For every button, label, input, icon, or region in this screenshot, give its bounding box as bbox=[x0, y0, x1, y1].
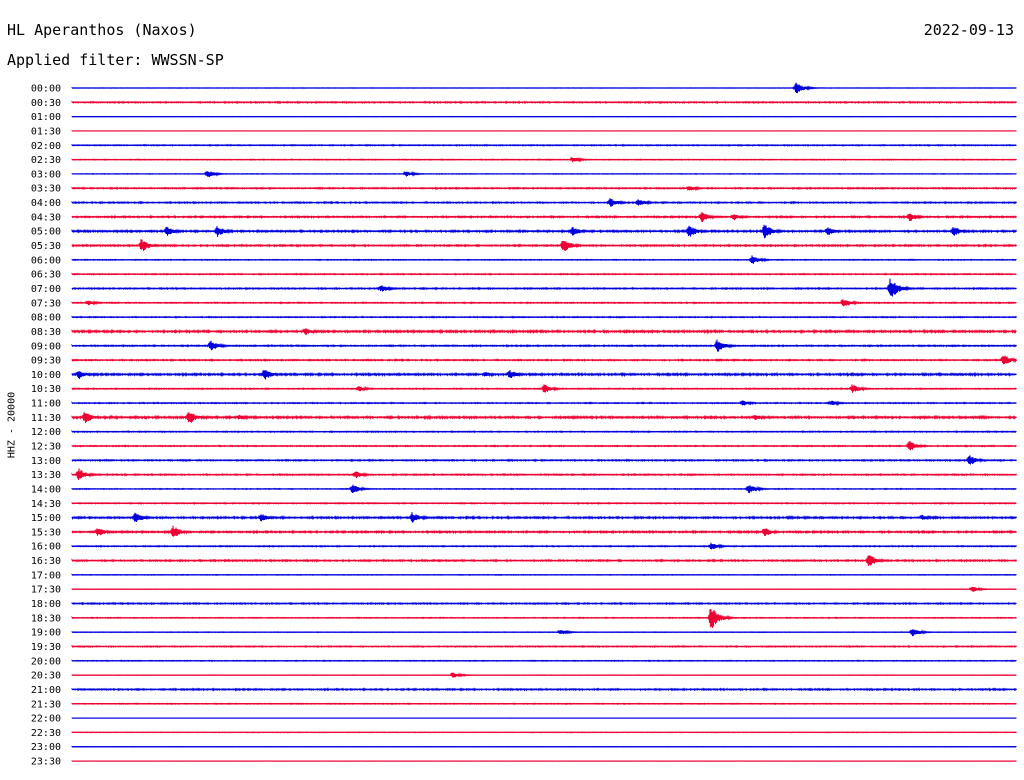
row-time-label: 04:00 bbox=[31, 198, 61, 209]
row-time-label: 05:00 bbox=[31, 227, 61, 238]
row-time-label: 13:00 bbox=[31, 456, 61, 467]
row-time-label: 06:00 bbox=[31, 255, 61, 266]
row-time-label: 21:00 bbox=[31, 685, 61, 696]
row-time-label: 19:30 bbox=[31, 642, 61, 653]
row-time-label: 22:30 bbox=[31, 728, 61, 739]
row-time-label: 03:00 bbox=[31, 169, 61, 180]
seismic-trace bbox=[71, 525, 1017, 537]
row-time-label: 20:00 bbox=[31, 656, 61, 667]
row-time-label: 23:30 bbox=[31, 757, 61, 768]
row-time-label: 00:30 bbox=[31, 98, 61, 109]
row-time-label: 10:00 bbox=[31, 370, 61, 381]
seismic-trace bbox=[71, 278, 1017, 297]
row-time-label: 11:00 bbox=[31, 399, 61, 410]
row-time-label: 09:00 bbox=[31, 341, 61, 352]
row-time-label: 07:00 bbox=[31, 284, 61, 295]
row-time-label: 06:30 bbox=[31, 270, 61, 281]
filter-label: Applied filter: WWSSN-SP bbox=[7, 51, 224, 69]
row-time-label: 15:00 bbox=[31, 513, 61, 524]
row-time-label: 00:00 bbox=[31, 84, 61, 95]
row-time-label: 12:00 bbox=[31, 427, 61, 438]
row-time-label: 17:00 bbox=[31, 570, 61, 581]
row-time-label: 05:30 bbox=[31, 241, 61, 252]
row-time-label: 04:30 bbox=[31, 212, 61, 223]
row-time-label: 19:00 bbox=[31, 628, 61, 639]
row-time-label: 03:30 bbox=[31, 184, 61, 195]
row-time-label: 08:30 bbox=[31, 327, 61, 338]
row-time-label: 16:00 bbox=[31, 542, 61, 553]
row-time-label: 23:00 bbox=[31, 742, 61, 753]
row-time-label: 08:00 bbox=[31, 313, 61, 324]
row-time-label: 22:00 bbox=[31, 714, 61, 725]
row-time-label: 14:30 bbox=[31, 499, 61, 510]
row-time-label: 20:30 bbox=[31, 671, 61, 682]
row-time-label: 07:30 bbox=[31, 298, 61, 309]
row-time-label: 17:30 bbox=[31, 585, 61, 596]
date-label: 2022-09-13 bbox=[923, 21, 1014, 39]
row-time-label: 01:00 bbox=[31, 112, 61, 123]
row-time-label: 21:30 bbox=[31, 699, 61, 710]
row-time-label: 01:30 bbox=[31, 126, 61, 137]
row-time-label: 12:30 bbox=[31, 442, 61, 453]
row-time-label: 18:00 bbox=[31, 599, 61, 610]
row-time-label: 02:00 bbox=[31, 141, 61, 152]
row-time-label: 14:00 bbox=[31, 484, 61, 495]
row-time-label: 18:30 bbox=[31, 613, 61, 624]
row-time-label: 11:30 bbox=[31, 413, 61, 424]
station-title: HL Aperanthos (Naxos) bbox=[7, 21, 197, 39]
seismic-trace bbox=[71, 609, 1017, 628]
row-time-label: 15:30 bbox=[31, 527, 61, 538]
row-time-label: 16:30 bbox=[31, 556, 61, 567]
row-time-label: 09:30 bbox=[31, 356, 61, 367]
row-time-label: 13:30 bbox=[31, 470, 61, 481]
row-time-label: 10:30 bbox=[31, 384, 61, 395]
row-time-label: 02:30 bbox=[31, 155, 61, 166]
